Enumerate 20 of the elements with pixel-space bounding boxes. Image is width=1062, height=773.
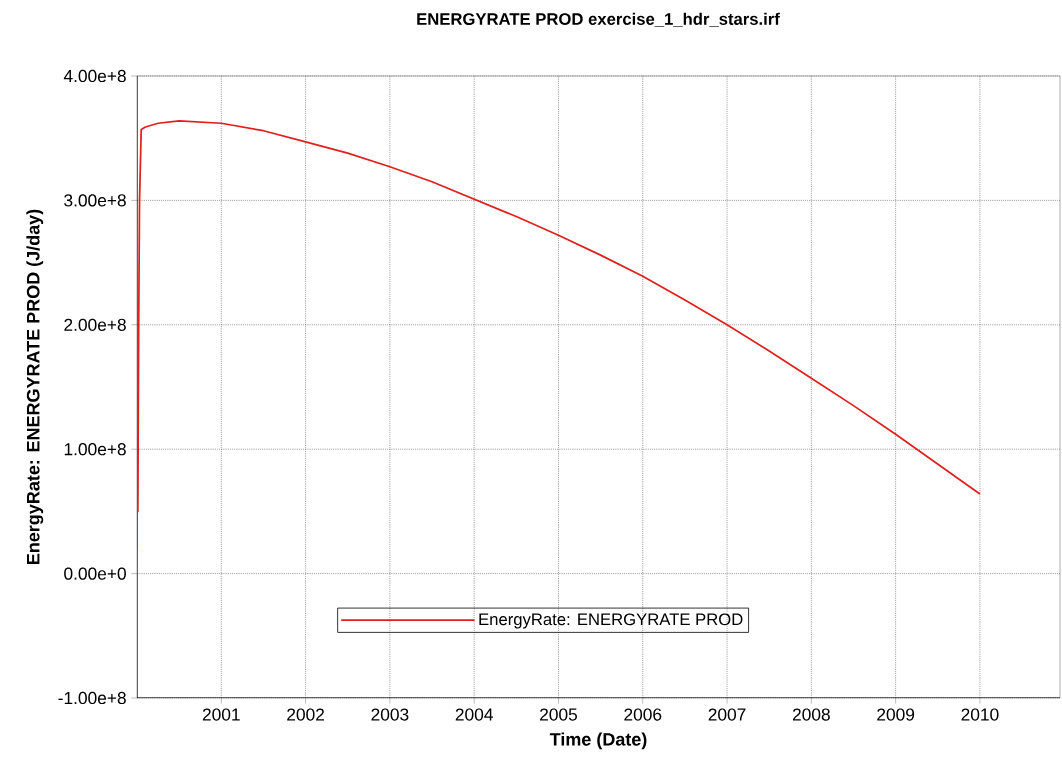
y-tick-label: 0.00e+0 [64, 567, 126, 580]
x-tick-label: 2003 [371, 708, 409, 721]
y-tick-label: 4.00e+8 [63, 69, 126, 83]
x-tick-label: 2010 [961, 708, 999, 721]
x-tick-label: 2008 [792, 708, 830, 721]
x-tick-label: 2006 [624, 708, 662, 721]
x-tick-label: 2004 [455, 708, 493, 721]
x-tick-label: 2001 [202, 708, 240, 721]
y-tick-label: 3.00e+8 [64, 194, 126, 207]
x-tick-label: 2005 [540, 708, 578, 721]
y-axis-title: EnergyRate: ENERGYRATE PROD (J/day) [26, 209, 44, 564]
x-tick-label: 2009 [877, 708, 915, 721]
y-tick-label: 2.00e+8 [64, 318, 126, 331]
y-tick-label: 1.00e+8 [64, 443, 126, 456]
x-axis-title: Time (Date) [549, 732, 647, 750]
x-tick-label: 2002 [287, 708, 324, 721]
x-tick-label: 2007 [708, 708, 746, 721]
text: EnergyRate: ENERGYRATE PROD [479, 613, 743, 629]
y-tick-label: -1.00e+8 [58, 691, 126, 705]
chart-title: ENERGYRATE PROD exercise_1_hdr_stars.irf [417, 12, 780, 27]
